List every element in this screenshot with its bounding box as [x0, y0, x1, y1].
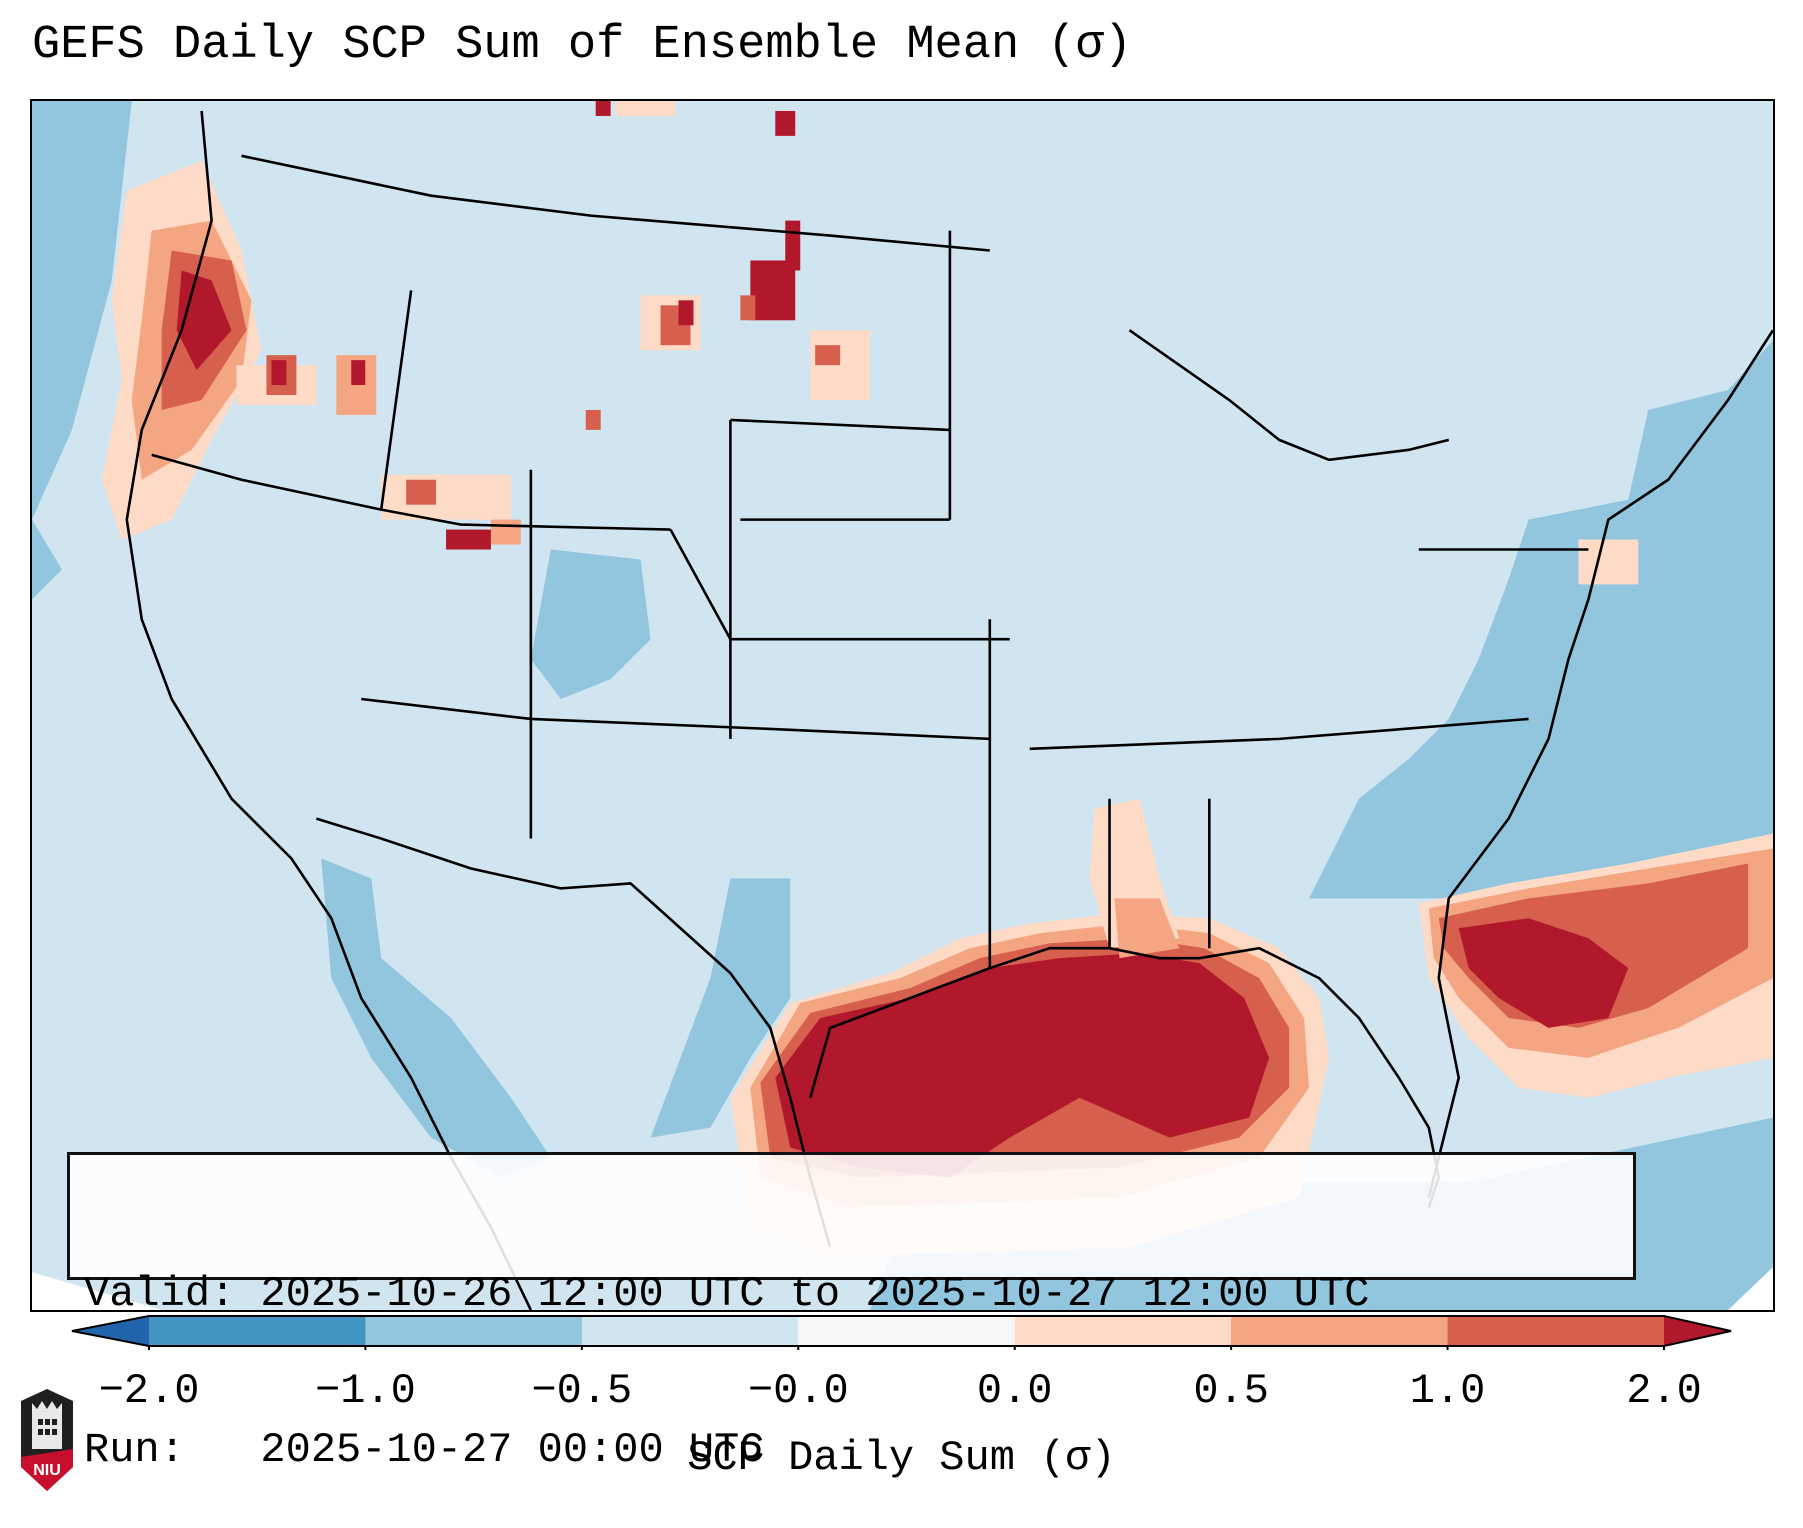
anomaly-cell	[815, 345, 841, 366]
anomaly-cell	[1578, 539, 1639, 585]
texas-negative-field	[650, 878, 791, 1138]
mexico-pacific-field	[321, 858, 551, 1178]
colorbar-bin	[581, 1316, 799, 1346]
valid-time-text: Valid: 2025-10-26 12:00 UTC to 2025-10-2…	[84, 1270, 1370, 1318]
anomaly-cell	[678, 300, 694, 326]
mississippi-medium-plume	[1114, 898, 1180, 959]
colorbar-tick-label: −0.5	[531, 1367, 633, 1415]
colorbar-tick-label: −1.0	[315, 1367, 416, 1415]
colorbar-extend-high	[1664, 1316, 1731, 1346]
state-line	[1029, 717, 1529, 751]
map-svg	[32, 101, 1773, 1310]
colorbar-bin	[798, 1316, 1016, 1346]
validity-info-box: Valid: 2025-10-26 12:00 UTC to 2025-10-2…	[67, 1152, 1636, 1474]
niu-logo-icon: NIU	[21, 1389, 73, 1491]
colorbar-tick-label: −0.0	[747, 1367, 849, 1415]
pacific-ocean-field	[32, 101, 132, 520]
border-mexico	[315, 817, 832, 1248]
colorbar-extend-low	[72, 1316, 149, 1346]
boundary-lines	[125, 110, 1773, 1310]
anomaly-cell	[490, 519, 521, 545]
atlantic-extreme-band	[1458, 918, 1629, 1028]
atlantic-ocean-field	[1309, 340, 1773, 899]
anomaly-cell	[615, 101, 676, 116]
state-line	[730, 418, 950, 432]
anomaly-cell	[585, 409, 601, 430]
anomaly-cell	[595, 101, 611, 116]
state-line	[361, 697, 990, 741]
anomaly-cell	[785, 220, 801, 271]
anomaly-cell	[740, 295, 756, 321]
anomaly-cell	[381, 474, 511, 520]
atlantic-coast	[1427, 329, 1773, 1198]
coastline-west	[125, 110, 533, 1310]
colorado-negative-field	[530, 549, 651, 700]
anomaly-cell	[406, 479, 437, 505]
logo-text: NIU	[33, 1462, 61, 1479]
border-canada	[241, 154, 990, 252]
colorbar	[71, 1315, 1732, 1350]
great-lakes	[1128, 329, 1450, 462]
pacific-ocean-negative-field-2	[32, 519, 62, 600]
anomaly-cell	[775, 110, 796, 136]
state-line	[669, 528, 732, 640]
colorbar-tick-label: −2.0	[98, 1367, 200, 1415]
colorbar-bin	[365, 1316, 583, 1346]
colorbar-tick-label: 0.0	[976, 1367, 1053, 1415]
colorbar-tick-label: 2.0	[1626, 1367, 1702, 1415]
colorbar-tick-label: 1.0	[1409, 1367, 1486, 1415]
colorbar-bin	[1447, 1316, 1665, 1346]
gulf-coast	[808, 946, 1441, 1208]
run-time-text: Run: 2025-10-27 00:00 UTC	[84, 1426, 765, 1474]
anomaly-cell	[446, 529, 491, 550]
anomaly-cell	[271, 360, 287, 386]
gulf-extreme-field	[775, 953, 1270, 1178]
chart-title: GEFS Daily SCP Sum of Ensemble Mean (σ)	[32, 19, 1132, 72]
colorbar-bin	[1231, 1316, 1449, 1346]
state-line	[379, 290, 413, 510]
map-panel	[30, 99, 1775, 1312]
colorbar-bin	[149, 1316, 366, 1346]
colorbar-bin	[1014, 1316, 1232, 1346]
colorbar-label: SCP Daily Sum (σ)	[687, 1434, 1116, 1482]
colorbar-tick-label: 0.5	[1193, 1367, 1269, 1415]
anomaly-cell	[351, 360, 366, 386]
